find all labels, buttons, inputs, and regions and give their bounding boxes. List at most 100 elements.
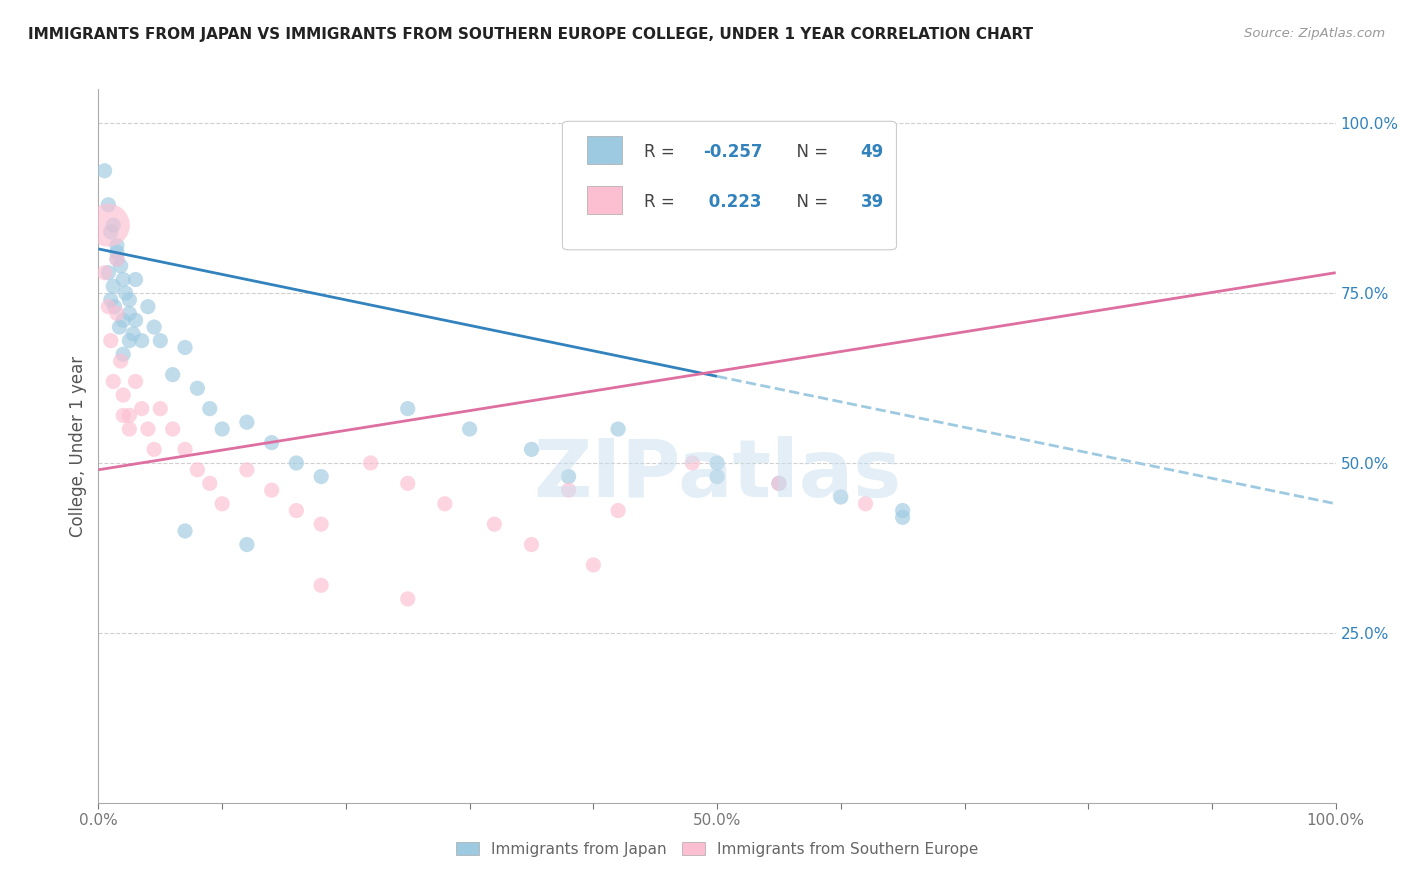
Point (100, 225, 122, 239)
Point (97, 198, 120, 212)
Point (186, 463, 208, 477)
Point (174, 341, 197, 355)
Point (105, 245, 128, 260)
Point (100, 293, 122, 307)
Point (110, 259, 132, 273)
Point (360, 456, 382, 470)
Point (118, 293, 141, 307)
Point (520, 442, 543, 457)
Point (124, 375, 146, 389)
Text: R =: R = (644, 193, 681, 211)
Point (131, 334, 153, 348)
Point (136, 422, 159, 436)
Point (396, 591, 419, 606)
Point (198, 476, 221, 491)
Point (97, 300, 120, 314)
Text: 49: 49 (860, 143, 884, 161)
Point (162, 368, 184, 382)
Text: N =: N = (786, 193, 834, 211)
Point (93, 266, 115, 280)
Point (118, 334, 141, 348)
Point (136, 300, 159, 314)
Text: R =: R = (644, 143, 681, 161)
Legend: Immigrants from Japan, Immigrants from Southern Europe: Immigrants from Japan, Immigrants from S… (450, 836, 984, 863)
Point (162, 422, 184, 436)
Point (211, 497, 233, 511)
Point (105, 252, 128, 266)
Text: 0.223: 0.223 (703, 193, 762, 211)
Text: ZIPatlas: ZIPatlas (533, 435, 901, 514)
Point (484, 517, 506, 532)
Point (103, 279, 125, 293)
Text: N =: N = (786, 143, 834, 161)
Point (108, 320, 131, 334)
Point (768, 476, 790, 491)
Bar (588, 136, 621, 164)
Point (97, 218, 120, 232)
Point (236, 537, 259, 551)
Point (706, 469, 728, 483)
Point (105, 238, 128, 252)
Point (112, 409, 135, 423)
Point (236, 415, 259, 429)
Point (285, 456, 308, 470)
Text: 39: 39 (860, 193, 884, 211)
Text: -0.257: -0.257 (703, 143, 763, 161)
Point (891, 510, 914, 524)
Point (103, 218, 125, 232)
Text: Source: ZipAtlas.com: Source: ZipAtlas.com (1244, 27, 1385, 40)
Point (118, 306, 141, 320)
Point (557, 483, 579, 498)
Point (124, 272, 146, 286)
Point (309, 517, 332, 532)
Point (433, 497, 456, 511)
Point (100, 334, 122, 348)
Point (396, 401, 419, 416)
Point (607, 503, 630, 517)
Point (236, 463, 259, 477)
Point (103, 300, 125, 314)
Point (110, 354, 132, 368)
Point (211, 422, 233, 436)
Point (149, 334, 172, 348)
Point (520, 537, 543, 551)
Point (143, 320, 166, 334)
Point (855, 497, 877, 511)
Point (174, 524, 197, 538)
Point (112, 313, 135, 327)
Point (112, 272, 135, 286)
Point (124, 313, 146, 327)
FancyBboxPatch shape (562, 121, 897, 250)
Point (118, 409, 141, 423)
Point (149, 401, 172, 416)
Point (97, 266, 120, 280)
Point (681, 456, 703, 470)
Point (260, 483, 283, 498)
Point (105, 306, 128, 320)
Point (198, 401, 221, 416)
Y-axis label: College, Under 1 year: College, Under 1 year (69, 355, 87, 537)
Text: IMMIGRANTS FROM JAPAN VS IMMIGRANTS FROM SOUTHERN EUROPE COLLEGE, UNDER 1 YEAR C: IMMIGRANTS FROM JAPAN VS IMMIGRANTS FROM… (28, 27, 1033, 42)
Bar (588, 186, 621, 214)
Point (131, 401, 153, 416)
Point (309, 469, 332, 483)
Point (105, 252, 128, 266)
Point (458, 422, 481, 436)
Point (112, 347, 135, 361)
Point (186, 381, 208, 395)
Point (891, 503, 914, 517)
Point (582, 558, 605, 572)
Point (557, 469, 579, 483)
Point (93, 163, 115, 178)
Point (143, 442, 166, 457)
Point (768, 476, 790, 491)
Point (260, 435, 283, 450)
Point (396, 476, 419, 491)
Point (706, 456, 728, 470)
Point (118, 422, 141, 436)
Point (285, 503, 308, 517)
Point (174, 442, 197, 457)
Point (309, 578, 332, 592)
Point (112, 388, 135, 402)
Point (103, 375, 125, 389)
